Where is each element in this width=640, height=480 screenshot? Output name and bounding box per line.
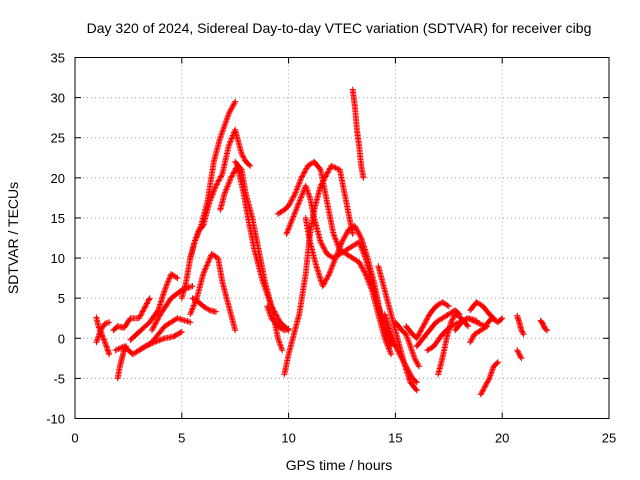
data-point-markers — [189, 295, 219, 315]
series-arc3 — [110, 295, 153, 334]
y-tick-label: 35 — [51, 51, 65, 66]
series-arc34 — [537, 317, 551, 334]
y-tick-label: 0 — [58, 331, 65, 346]
series-arc25 — [413, 307, 463, 350]
x-tick-labels: 0 5 10 15 20 25 — [71, 431, 616, 446]
series-arc32 — [514, 312, 527, 338]
data-point-markers — [514, 312, 527, 338]
data-point-markers — [381, 311, 420, 386]
series-arc2 — [93, 319, 113, 346]
data-point-markers — [110, 295, 153, 334]
series-arc6 — [127, 271, 181, 343]
series-arc8 — [148, 283, 196, 334]
data-point-markers — [467, 323, 491, 346]
data-point-markers — [187, 126, 254, 262]
data-point-markers — [127, 271, 181, 343]
chart-title: Day 320 of 2024, Sidereal Day-to-day VTE… — [87, 20, 592, 36]
y-tick-label: 20 — [51, 171, 65, 186]
series-arc19 — [302, 214, 399, 350]
data-point-markers — [148, 283, 196, 334]
data-point-markers — [93, 319, 113, 346]
x-tick-label: 25 — [602, 431, 616, 446]
y-tick-label: 25 — [51, 131, 65, 146]
series-arc33 — [514, 347, 525, 362]
y-tick-label: 15 — [51, 211, 65, 226]
series-arc12 — [189, 295, 219, 315]
plot-frame — [74, 57, 610, 419]
series-arc29 — [467, 299, 497, 322]
data-point-markers — [392, 319, 422, 370]
series-arc23 — [392, 319, 422, 370]
series-arc24 — [403, 299, 452, 342]
series-arc22 — [381, 311, 420, 386]
grid — [75, 57, 609, 419]
data-point-markers — [403, 299, 452, 342]
x-axis-label: GPS time / hours — [286, 457, 393, 473]
y-tick-labels: -10 -5 0 5 10 15 20 25 30 35 — [46, 51, 65, 427]
series-arc14 — [232, 158, 286, 354]
y-axis-label: SDTVAR / TECUs — [5, 182, 21, 294]
x-tick-label: 0 — [71, 431, 78, 446]
x-tick-label: 15 — [388, 431, 402, 446]
data-point-markers — [187, 251, 239, 334]
series-arc31 — [477, 359, 501, 398]
x-tick-label: 20 — [495, 431, 509, 446]
y-tick-label: 5 — [58, 291, 65, 306]
data-point-markers — [232, 158, 286, 354]
y-tick-label: 10 — [51, 251, 65, 266]
data-point-markers — [477, 359, 501, 398]
y-tick-label: -10 — [46, 412, 65, 427]
data-point-markers — [264, 303, 292, 334]
data-point-markers — [136, 315, 194, 354]
series-arc10 — [187, 126, 254, 262]
data-point-markers — [514, 347, 525, 362]
series-arc15 — [264, 303, 292, 334]
data-points — [93, 86, 551, 398]
y-tick-label: -5 — [53, 371, 65, 386]
data-point-markers — [537, 317, 551, 334]
series-arc30 — [467, 323, 491, 346]
x-tick-label: 10 — [281, 431, 295, 446]
series-arc20 — [349, 86, 367, 181]
data-point-markers — [413, 307, 463, 350]
data-point-markers — [302, 214, 399, 350]
data-point-markers — [467, 299, 497, 322]
y-tick-label: 30 — [51, 91, 65, 106]
data-point-markers — [349, 86, 367, 181]
x-tick-label: 5 — [178, 431, 185, 446]
series-arc7 — [136, 315, 194, 354]
axis-ticks — [74, 57, 610, 419]
series-arc11 — [187, 251, 239, 334]
